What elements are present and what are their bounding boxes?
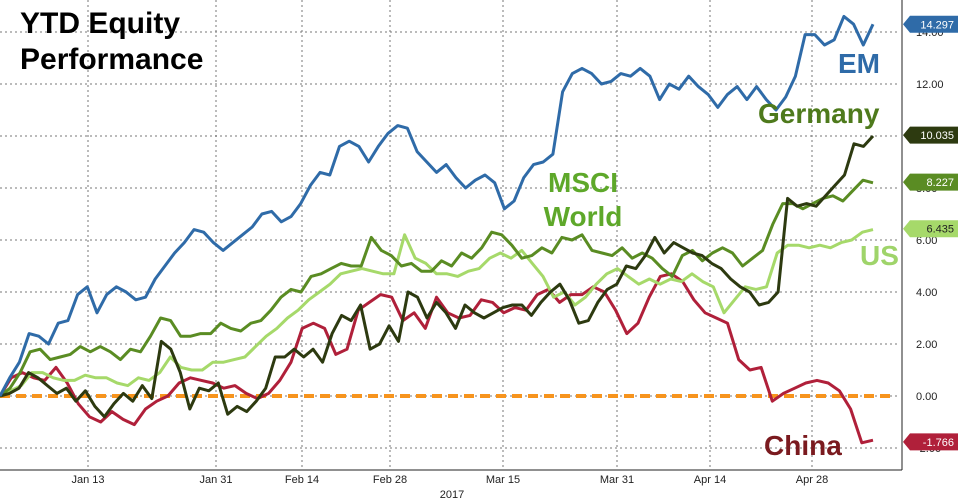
x-tick-label: Apr 14: [694, 474, 726, 486]
series-lines: [0, 14, 875, 445]
x-tick-label: Mar 31: [600, 474, 634, 486]
series-label-china: China: [764, 430, 842, 461]
x-axis: Jan 13 Jan 31 Feb 14 Feb 28 Mar 15 Mar 31 Apr …: [0, 469, 902, 501]
series-line-germany: [0, 134, 875, 419]
last-value-badge: [903, 15, 958, 33]
gridlines: [0, 0, 900, 470]
series-line-china: [0, 272, 874, 445]
x-axis-label: 2017: [440, 489, 464, 501]
series-label-germany: Germany: [758, 98, 880, 129]
y-tick-label: 4.00: [916, 287, 937, 299]
x-tick-label: Apr 28: [796, 474, 828, 486]
x-tick-label: Jan 31: [199, 474, 232, 486]
series-line-em: [0, 14, 875, 397]
last-value-badge: [903, 433, 958, 451]
y-tick-label: 12.00: [916, 79, 944, 91]
last-value-badges: 14.297 10.035 8.227 6.435 -1.766: [903, 15, 958, 451]
last-value-text: 14.297: [920, 19, 954, 31]
y-tick-label: 2.00: [916, 339, 937, 351]
series-label-msci-world: MSCI World: [543, 167, 623, 232]
x-tick-label: Mar 15: [486, 474, 520, 486]
last-value-badge: [903, 126, 958, 144]
last-value-text: 6.435: [926, 224, 954, 236]
series-label-em: EM: [838, 48, 880, 79]
series-line-us: [0, 228, 874, 398]
x-tick-label: Jan 13: [71, 474, 104, 486]
y-tick-label: 6.00: [916, 235, 937, 247]
last-value-text: -1.766: [923, 437, 954, 449]
y-tick-label: 0.00: [916, 391, 937, 403]
last-value-badge: [903, 220, 958, 238]
last-value-text: 10.035: [920, 130, 954, 142]
last-value-badge: [903, 173, 958, 191]
series-line-msci-world: [0, 178, 874, 398]
last-value-text: 8.227: [926, 177, 954, 189]
series-label-us: US: [860, 240, 899, 271]
x-tick-label: Feb 14: [285, 474, 319, 486]
chart-title: YTD Equity Performance: [20, 7, 204, 76]
x-tick-label: Feb 28: [373, 474, 407, 486]
